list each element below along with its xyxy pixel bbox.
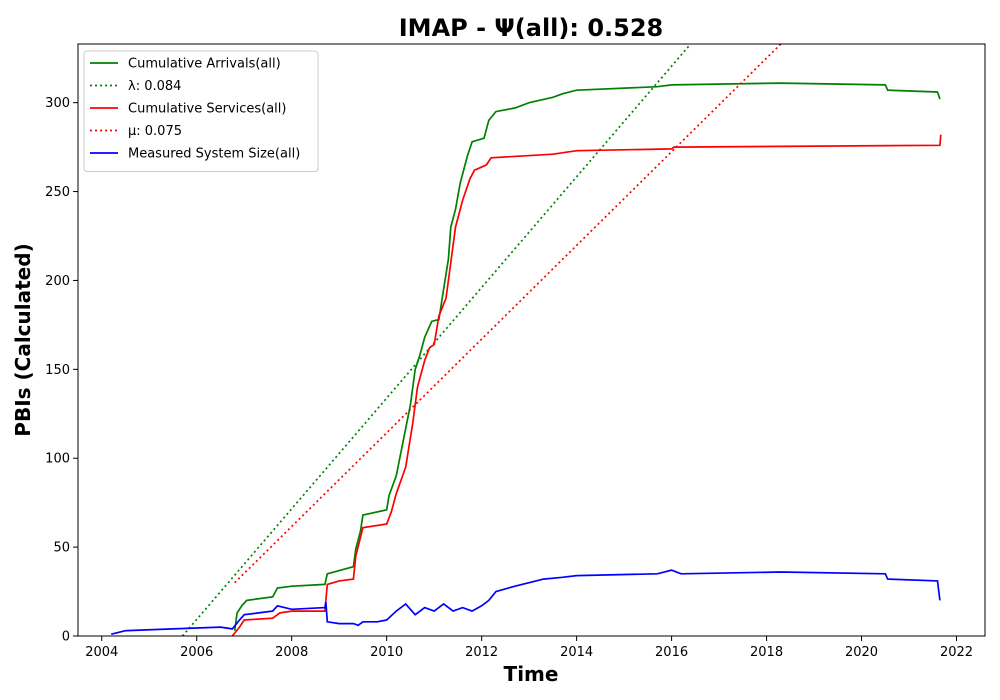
legend-label: Cumulative Services(all) xyxy=(128,102,286,117)
y-tick-label: 150 xyxy=(45,363,70,378)
y-tick-label: 100 xyxy=(45,452,70,467)
x-tick-label: 2020 xyxy=(845,645,878,660)
legend-label: μ: 0.075 xyxy=(128,124,182,139)
y-tick-label: 250 xyxy=(45,185,70,200)
x-tick-label: 2018 xyxy=(750,645,783,660)
x-tick-label: 2022 xyxy=(940,645,973,660)
x-tick-label: 2016 xyxy=(655,645,688,660)
legend-label: λ: 0.084 xyxy=(128,79,181,94)
x-tick-label: 2012 xyxy=(465,645,498,660)
y-tick-label: 300 xyxy=(45,96,70,111)
series-line-2 xyxy=(231,134,942,636)
y-tick-label: 0 xyxy=(62,630,70,645)
y-tick-label: 200 xyxy=(45,274,70,289)
series-line-4 xyxy=(110,569,941,636)
x-tick-label: 2004 xyxy=(85,645,118,660)
x-tick-label: 2010 xyxy=(370,645,403,660)
x-tick-label: 2006 xyxy=(180,645,213,660)
series-layer xyxy=(110,44,942,636)
chart-title: IMAP - Ψ(all): 0.528 xyxy=(399,14,664,42)
x-tick-label: 2008 xyxy=(275,645,308,660)
legend-label: Cumulative Arrivals(all) xyxy=(128,57,281,72)
legend-label: Measured System Size(all) xyxy=(128,147,300,162)
y-tick-label: 50 xyxy=(53,541,70,556)
y-axis-label: PBIs (Calculated) xyxy=(11,243,35,436)
legend: Cumulative Arrivals(all) λ: 0.084 Cumulati… xyxy=(83,50,319,172)
x-tick-label: 2014 xyxy=(560,645,593,660)
series-line-1 xyxy=(181,44,692,636)
legend-box xyxy=(83,50,319,172)
x-axis-label: Time xyxy=(504,662,559,686)
ticks-layer: 2004 2006 2008 2010 2012 2014 2016 2018 2020 2022… xyxy=(45,96,973,660)
plot-frame xyxy=(77,43,986,637)
